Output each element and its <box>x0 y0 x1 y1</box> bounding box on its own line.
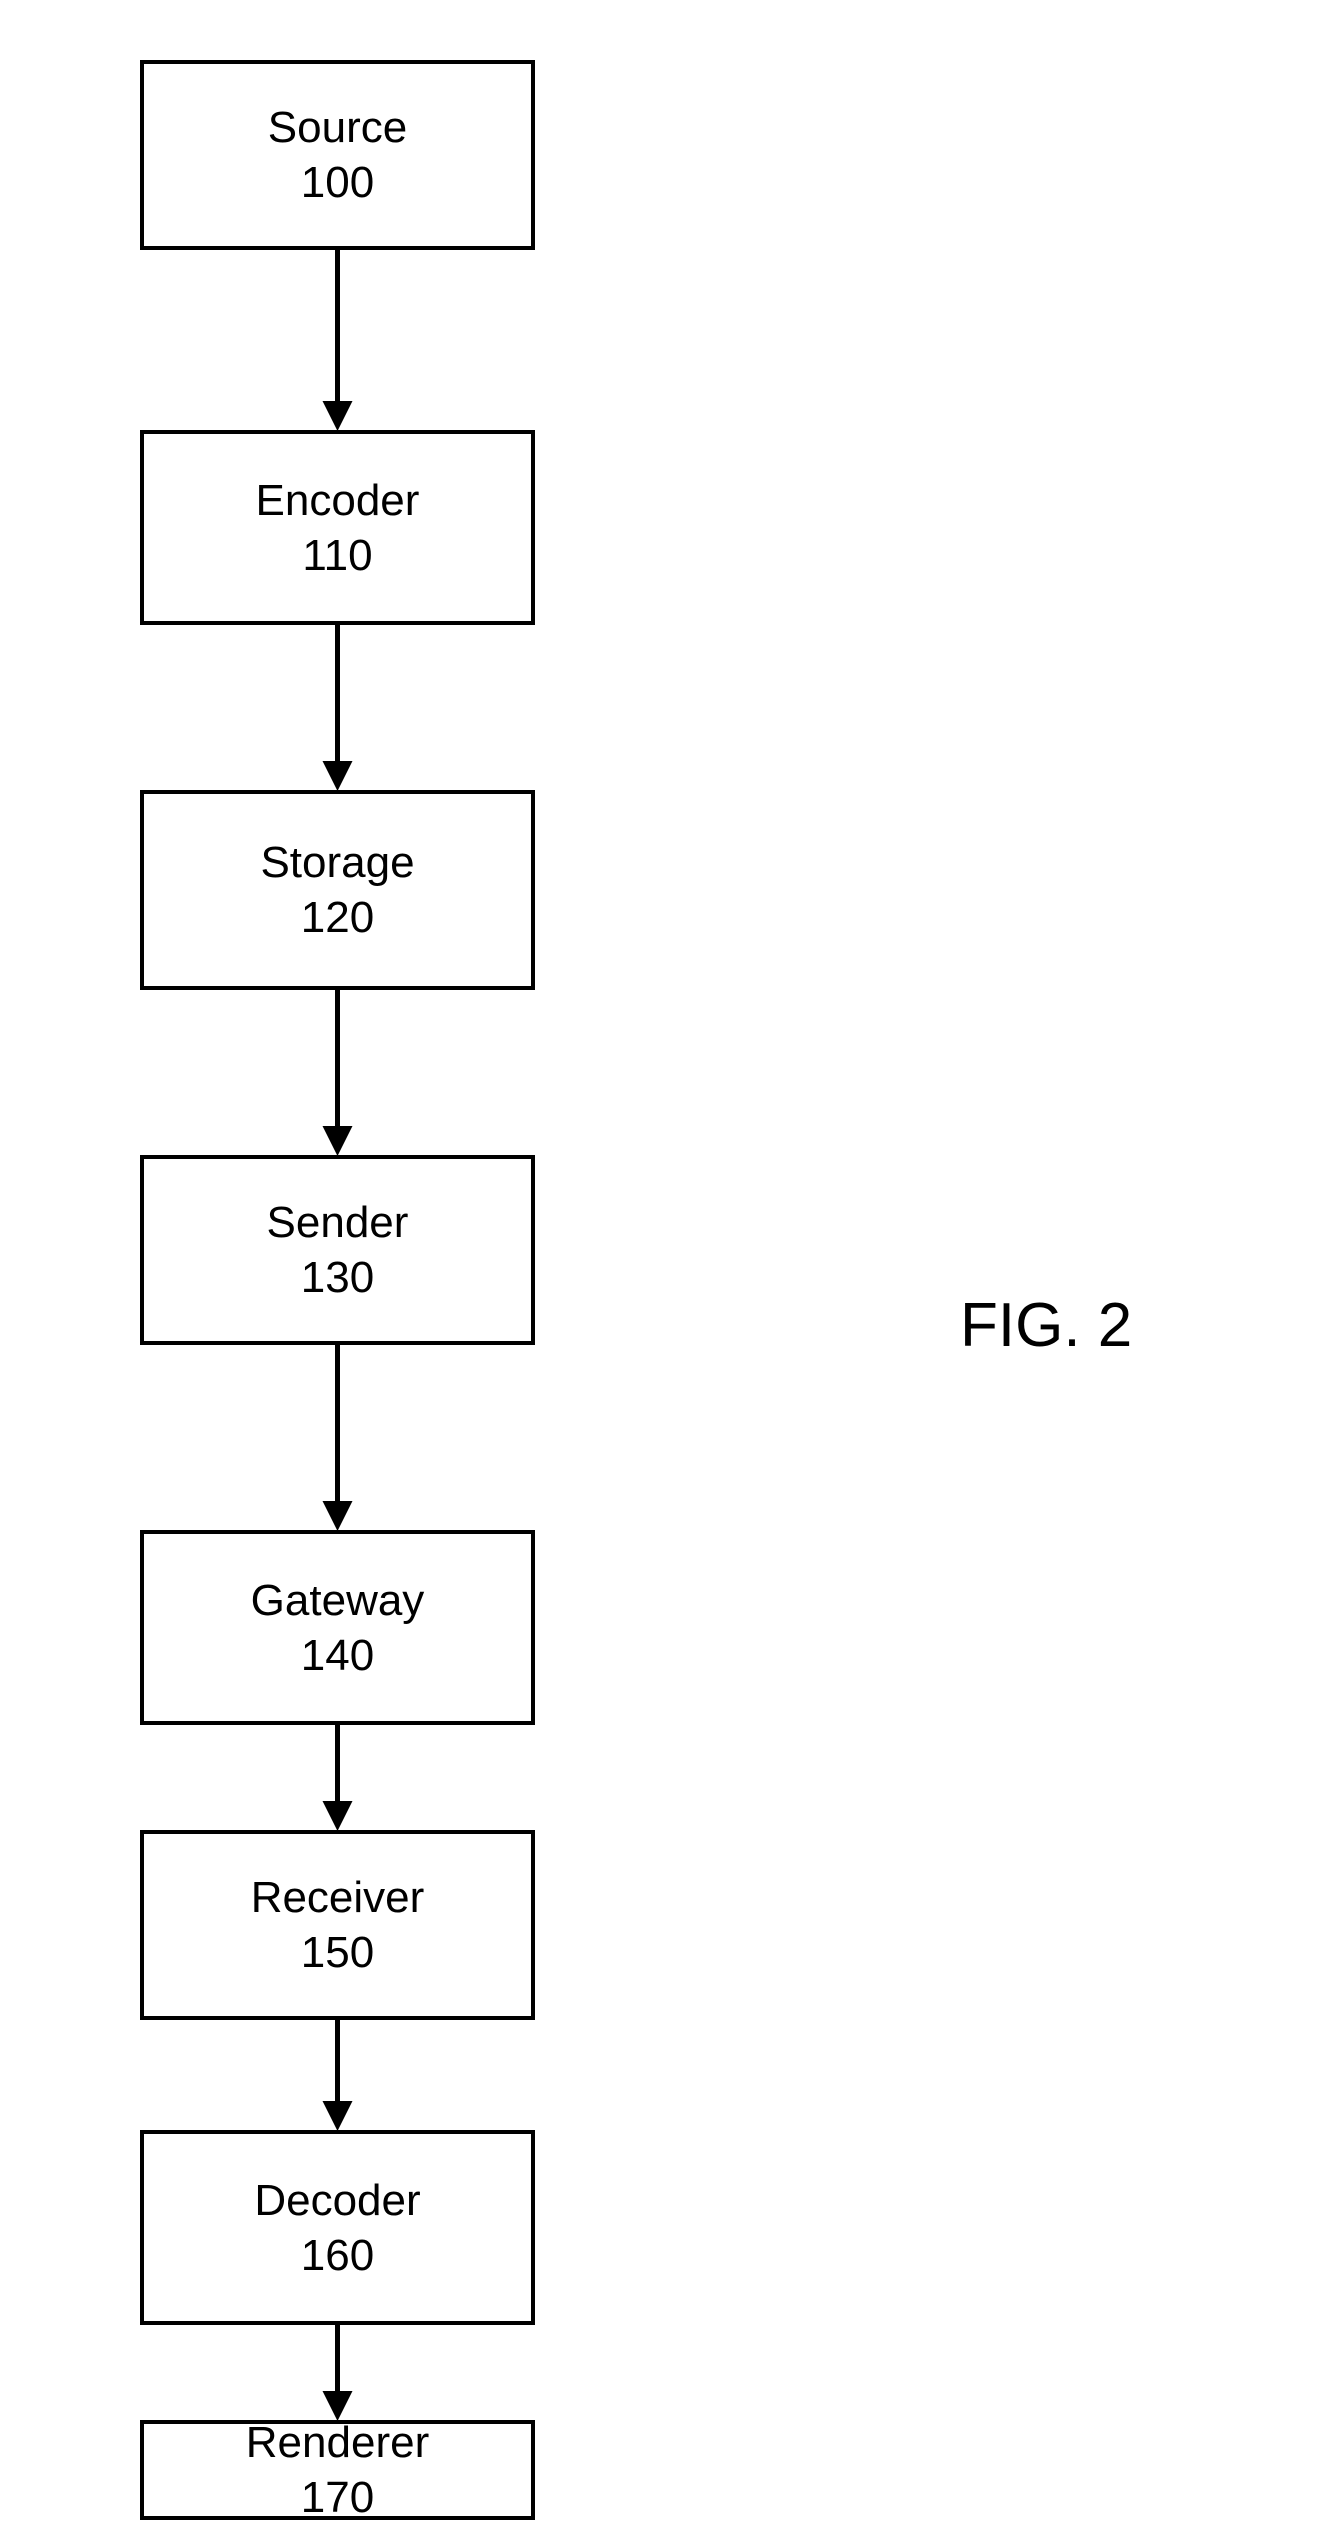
node-source: Source100 <box>140 60 535 250</box>
node-label: Encoder <box>256 473 420 528</box>
node-encoder: Encoder110 <box>140 430 535 625</box>
node-decoder: Decoder160 <box>140 2130 535 2325</box>
node-label: Renderer <box>246 2415 429 2470</box>
node-label: Storage <box>260 835 414 890</box>
diagram-container: FIG. 2 Source100 Encoder110 Storage120 Send… <box>0 0 1342 2543</box>
node-number: 160 <box>301 2228 374 2283</box>
node-renderer: Renderer170 <box>140 2420 535 2520</box>
figure-label: FIG. 2 <box>960 1290 1132 1361</box>
node-label: Gateway <box>251 1573 425 1628</box>
node-gateway: Gateway140 <box>140 1530 535 1725</box>
node-receiver: Receiver150 <box>140 1830 535 2020</box>
node-number: 100 <box>301 155 374 210</box>
node-number: 140 <box>301 1628 374 1683</box>
node-label: Source <box>268 100 407 155</box>
node-number: 130 <box>301 1250 374 1305</box>
node-label: Decoder <box>254 2173 420 2228</box>
node-label: Receiver <box>251 1870 425 1925</box>
node-number: 170 <box>301 2470 374 2525</box>
node-storage: Storage120 <box>140 790 535 990</box>
node-sender: Sender130 <box>140 1155 535 1345</box>
node-number: 150 <box>301 1925 374 1980</box>
node-number: 110 <box>302 528 372 583</box>
node-label: Sender <box>267 1195 409 1250</box>
node-number: 120 <box>301 890 374 945</box>
